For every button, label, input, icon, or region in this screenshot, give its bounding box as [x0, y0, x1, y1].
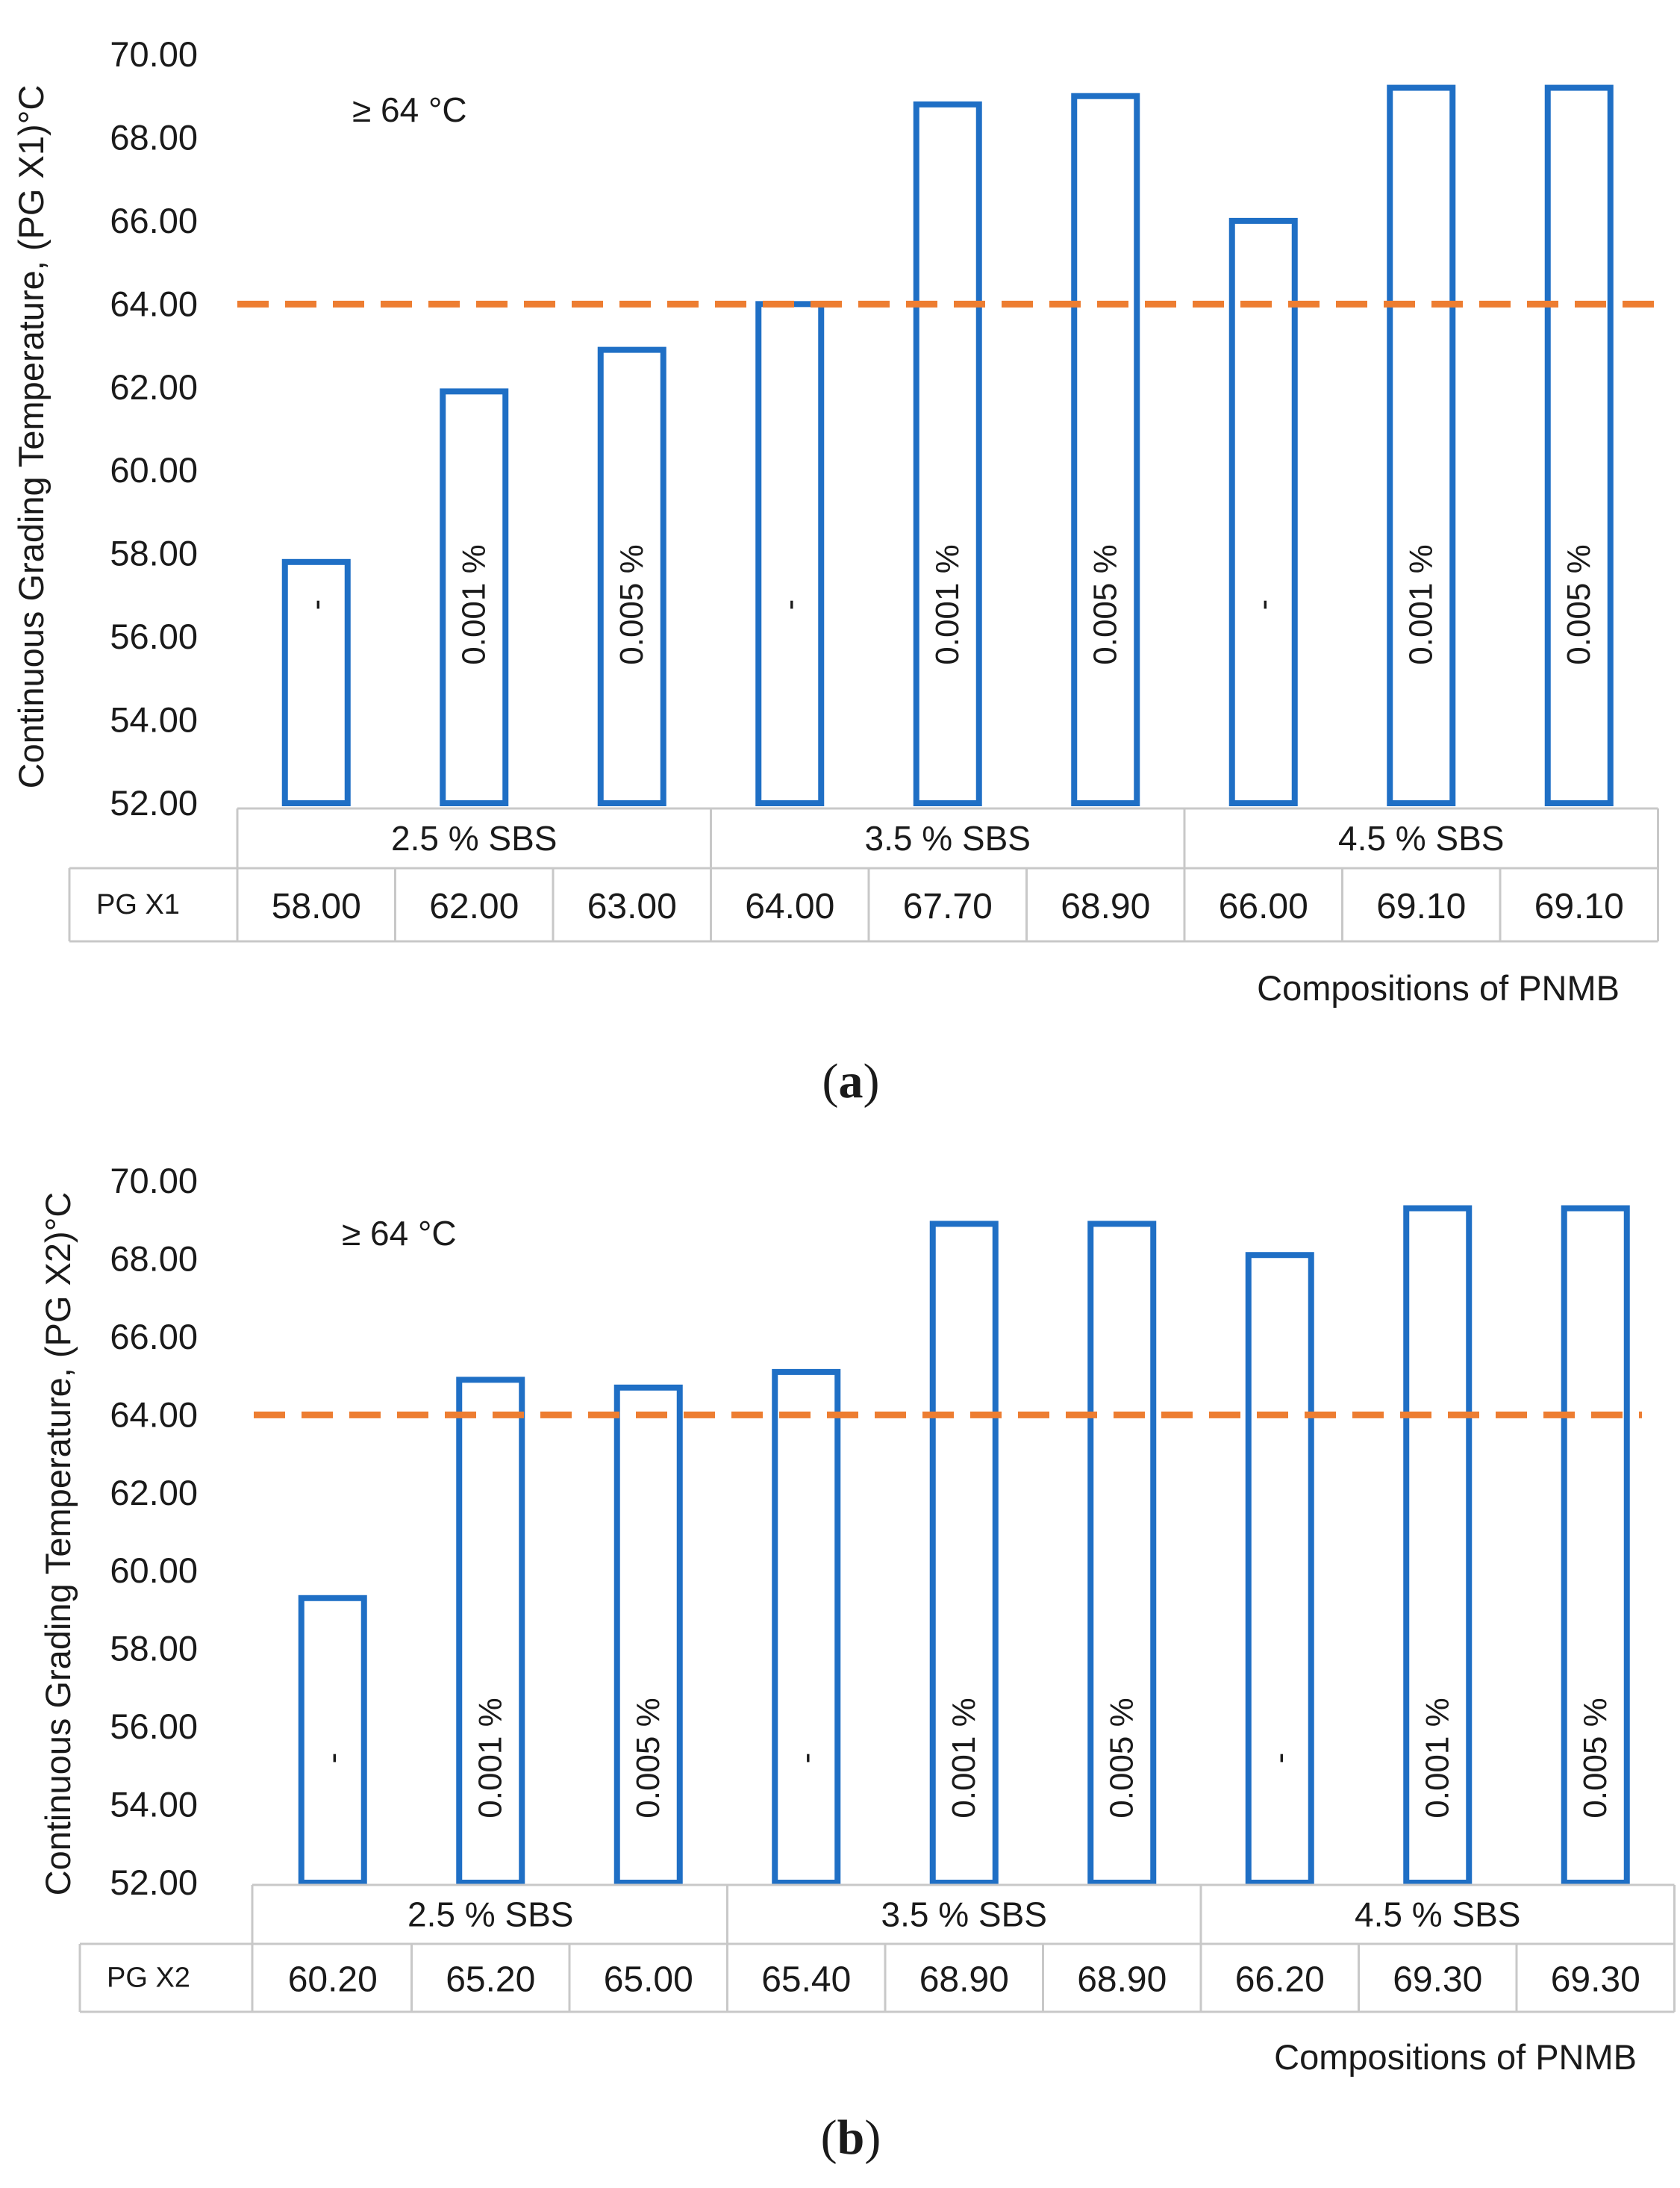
threshold-label: ≥ 64 °C: [352, 90, 467, 129]
y-tick-label: 56.00: [110, 1707, 198, 1746]
table-value: 69.10: [1534, 887, 1624, 926]
bar-label: 0.005 %: [1561, 544, 1597, 664]
table-value: 58.00: [272, 887, 361, 926]
y-tick-label: 62.00: [110, 1473, 198, 1512]
group-label: 4.5 % SBS: [1355, 1895, 1520, 1934]
bar: [440, 388, 509, 806]
bar-label: -: [314, 1753, 351, 1764]
y-axis-label: Continuous Grading Temperature, (PG X1)°…: [11, 85, 51, 789]
y-tick-label: 52.00: [110, 1863, 198, 1902]
y-tick-label: 66.00: [110, 201, 198, 240]
table-value: 65.40: [761, 1960, 851, 2000]
bar: [1403, 1205, 1473, 1886]
group-label: 3.5 % SBS: [881, 1895, 1047, 1934]
y-tick-label: 64.00: [110, 284, 198, 323]
bar-label: 0.005 %: [1577, 1698, 1614, 1818]
bar-label: -: [1245, 599, 1281, 611]
bar-label: -: [298, 599, 334, 611]
bar: [1544, 84, 1614, 807]
y-tick-label: 66.00: [110, 1317, 198, 1356]
bar: [1387, 84, 1456, 807]
y-tick-label: 70.00: [110, 34, 198, 74]
bar: [281, 558, 351, 806]
bar: [913, 101, 982, 807]
table-value: 69.10: [1376, 887, 1466, 926]
bar-label: 0.005 %: [1103, 1698, 1140, 1818]
bar: [772, 1368, 841, 1886]
group-label: 2.5 % SBS: [391, 819, 557, 858]
x-axis-label: Compositions of PNMB: [1257, 968, 1620, 1008]
y-tick-label: 58.00: [110, 1629, 198, 1668]
table-value: 66.20: [1235, 1960, 1325, 2000]
y-tick-label: 68.00: [110, 1238, 198, 1278]
bar: [1245, 1252, 1314, 1886]
y-tick-label: 60.00: [110, 450, 198, 490]
y-tick-label: 58.00: [110, 534, 198, 573]
bar-label: 0.001 %: [929, 544, 966, 664]
y-axis-label: Continuous Grading Temperature, (PG X2)°…: [38, 1192, 78, 1896]
bar: [1087, 1221, 1157, 1886]
table-row-label: PG X1: [96, 889, 180, 920]
threshold-label: ≥ 64 °C: [342, 1214, 457, 1253]
y-tick-label: 64.00: [110, 1394, 198, 1434]
bar-label: 0.001 %: [1419, 1698, 1455, 1818]
y-tick-label: 56.00: [110, 617, 198, 656]
bar-label: 0.005 %: [630, 1698, 666, 1818]
table-value: 60.20: [288, 1960, 378, 2000]
table-value: 66.00: [1219, 887, 1308, 926]
bar: [755, 301, 825, 807]
bar: [1561, 1205, 1630, 1886]
bar-label: 0.005 %: [613, 544, 650, 664]
bar: [929, 1221, 999, 1886]
group-label: 2.5 % SBS: [407, 1895, 573, 1934]
panel-label: (a): [822, 1054, 880, 1109]
table-value: 63.00: [587, 887, 677, 926]
bar-label: 0.001 %: [455, 544, 492, 664]
group-label: 3.5 % SBS: [865, 819, 1031, 858]
table-value: 69.30: [1393, 1960, 1482, 2000]
table-value: 64.00: [745, 887, 834, 926]
bar-label: 0.001 %: [472, 1698, 508, 1818]
table-value: 68.90: [919, 1960, 1009, 2000]
group-label: 4.5 % SBS: [1338, 819, 1504, 858]
bar: [1071, 93, 1140, 806]
y-tick-label: 54.00: [110, 1785, 198, 1824]
bar: [1228, 217, 1298, 806]
y-tick-label: 62.00: [110, 367, 198, 407]
chart-panel-b: 52.00 54.00 56.00 58.00 60.00 62.00 64.00 66.00…: [38, 1161, 1676, 2165]
table-value: 65.00: [604, 1960, 693, 2000]
bar-label: -: [771, 599, 808, 611]
y-tick-label: 54.00: [110, 700, 198, 740]
bar-label: 0.005 %: [1087, 544, 1123, 664]
y-tick-label: 68.00: [110, 117, 198, 157]
bar-label: -: [787, 1753, 824, 1764]
bar: [613, 1384, 683, 1886]
y-tick-label: 60.00: [110, 1550, 198, 1590]
table-value: 69.30: [1551, 1960, 1640, 2000]
y-tick-label: 52.00: [110, 783, 198, 823]
chart-panel-a: 52.00 54.00 56.00 58.00 60.00 62.00 64.00 66.00…: [11, 34, 1664, 1109]
bar: [456, 1377, 525, 1886]
bar-label: -: [1261, 1753, 1298, 1764]
panel-label: (b): [821, 2110, 881, 2165]
x-axis-label: Compositions of PNMB: [1274, 2037, 1637, 2077]
table-value: 62.00: [429, 887, 519, 926]
bar-label: 0.001 %: [946, 1698, 982, 1818]
bar-label: 0.001 %: [1402, 544, 1439, 664]
bar: [597, 346, 666, 806]
y-tick-label: 70.00: [110, 1161, 198, 1200]
table-value: 65.20: [446, 1960, 535, 2000]
table-value: 68.90: [1061, 887, 1150, 926]
table-value: 67.70: [903, 887, 993, 926]
table-value: 68.90: [1077, 1960, 1167, 2000]
table-row-label: PG X2: [107, 1963, 190, 1994]
bar: [298, 1595, 367, 1886]
